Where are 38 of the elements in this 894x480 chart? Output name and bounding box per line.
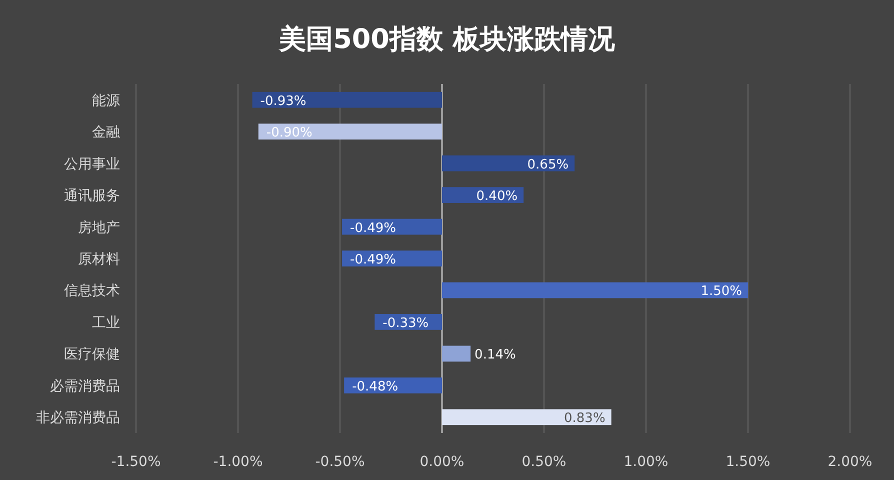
- y-tick-label: 金融: [92, 124, 120, 141]
- data-label: -0.49%: [350, 252, 396, 268]
- data-label: 1.50%: [700, 284, 742, 300]
- bar: [258, 124, 442, 140]
- bar: [342, 250, 442, 266]
- data-label: -0.49%: [350, 220, 396, 236]
- bar: [442, 409, 612, 426]
- y-tick-label: 工业: [92, 314, 120, 331]
- y-tick-label: 非必需消费品: [36, 410, 120, 426]
- x-tick-label: 0.00%: [420, 454, 464, 470]
- x-tick-label: -0.50%: [315, 454, 365, 470]
- y-tick-label: 原材料: [78, 252, 120, 268]
- x-tick-label: 0.50%: [522, 454, 566, 470]
- y-tick-label: 必需消费品: [50, 378, 120, 394]
- bar: [442, 346, 471, 362]
- x-tick-label: -1.50%: [111, 454, 161, 470]
- data-label: -0.48%: [352, 379, 398, 394]
- x-tick-label: 2.00%: [828, 454, 872, 470]
- bar: [442, 282, 748, 298]
- data-label: -0.33%: [382, 316, 429, 331]
- x-tick-label: 1.50%: [726, 454, 770, 470]
- data-label: -0.90%: [266, 126, 312, 141]
- x-tick-label: 1.00%: [624, 454, 668, 470]
- x-tick-label: -1.00%: [213, 454, 263, 470]
- y-tick-label: 医疗保健: [64, 346, 120, 363]
- data-label: 0.65%: [527, 157, 569, 172]
- bar: [442, 155, 575, 172]
- y-tick-label: 房地产: [78, 220, 120, 236]
- data-label: -0.93%: [260, 94, 306, 109]
- bar: [252, 92, 442, 108]
- data-label: 0.83%: [564, 411, 606, 426]
- y-tick-label: 信息技术: [64, 283, 120, 300]
- chart-title: 美国500指数 板块涨跌情况: [278, 24, 616, 55]
- data-label: 0.14%: [474, 348, 516, 363]
- data-label: 0.40%: [476, 189, 518, 204]
- y-tick-label: 公用事业: [64, 156, 120, 172]
- y-tick-label: 通讯服务: [64, 188, 120, 204]
- y-tick-label: 能源: [92, 92, 120, 109]
